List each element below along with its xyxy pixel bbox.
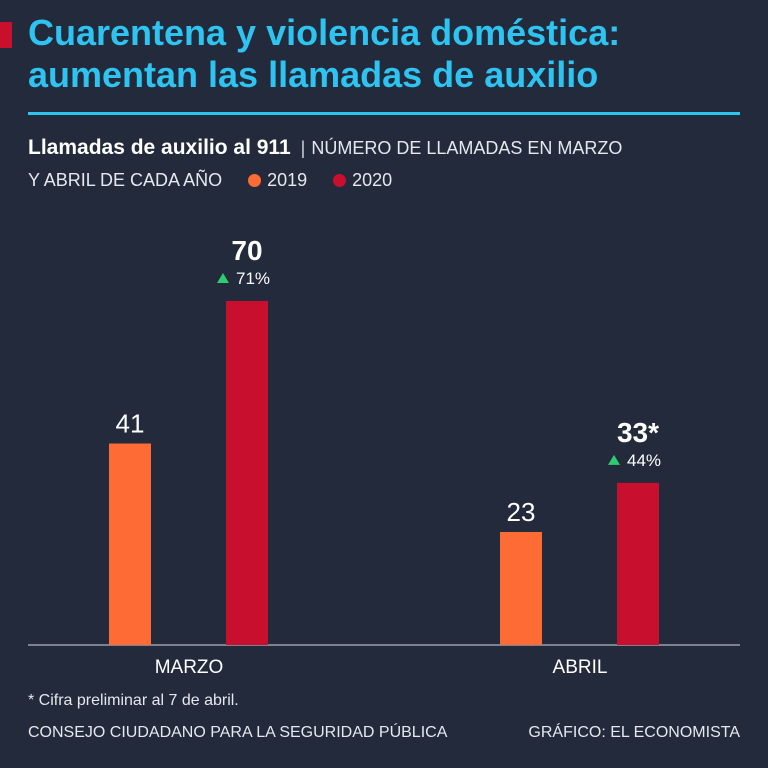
change-label-abril: 44% [627, 451, 661, 470]
title-line-2: aumentan las llamadas de auxilio [28, 54, 599, 95]
bar-marzo-2019 [109, 443, 151, 645]
title-divider [28, 112, 740, 115]
subtitle-main: Llamadas de auxilio al 911 [28, 136, 291, 159]
value-label-abril-2019: 23 [507, 497, 536, 527]
legend-item-2019: 2019 [248, 164, 307, 196]
bar-abril-2020 [617, 482, 659, 645]
category-label-marzo: MARZO [155, 657, 224, 678]
subtitle-description-1: NÚMERO DE LLAMADAS EN MARZO [311, 138, 623, 158]
footnote: * Cifra preliminar al 7 de abril. [28, 692, 239, 709]
change-up-icon-abril [608, 454, 620, 465]
subtitle-separator: | [300, 138, 306, 158]
title-line-1: Cuarentena y violencia doméstica: [28, 12, 621, 53]
bar-chart: 41 70 71% MARZO 23 33* 44% ABRIL [28, 235, 740, 678]
legend-label-2020: 2020 [352, 170, 393, 190]
legend-label-2019: 2019 [267, 170, 308, 190]
chart-title: Cuarentena y violencia doméstica: aument… [28, 12, 758, 96]
category-label-abril: ABRIL [553, 657, 608, 678]
value-label-abril-2020: 33* [617, 417, 659, 448]
graphic-credit: GRÁFICO: EL ECONOMISTA [528, 724, 740, 741]
bar-marzo-2020 [226, 301, 268, 645]
subtitle: Llamadas de auxilio al 911 | NÚMERO DE LLA… [28, 132, 748, 196]
legend-item-2020: 2020 [333, 164, 392, 196]
value-label-marzo-2020: 70 [231, 235, 262, 266]
legend-swatch-2019 [248, 173, 262, 187]
bar-abril-2019 [500, 531, 542, 645]
source-credit: CONSEJO CIUDADANO PARA LA SEGURIDAD PÚBL… [28, 724, 448, 741]
value-label-marzo-2019: 41 [116, 409, 145, 439]
legend-swatch-2020 [333, 173, 347, 187]
accent-bar [0, 22, 12, 48]
subtitle-description-2: Y ABRIL DE CADA AÑO [28, 170, 223, 190]
change-up-icon-marzo [217, 273, 229, 283]
change-label-marzo: 71% [236, 269, 270, 288]
